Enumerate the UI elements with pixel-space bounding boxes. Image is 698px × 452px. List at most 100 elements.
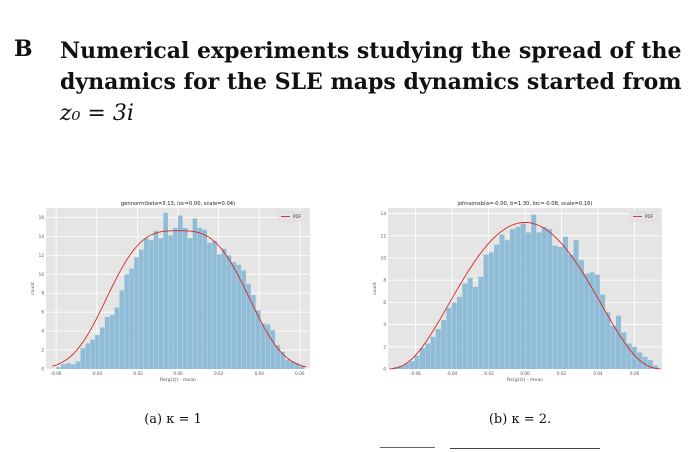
legend-box (629, 211, 660, 222)
x-tick-label: -0.04 (91, 371, 102, 376)
y-tick-label: 12 (381, 233, 387, 238)
histogram-bar (589, 272, 595, 369)
histogram-bar (275, 345, 281, 369)
histogram-bar (430, 336, 436, 369)
histogram-bar (510, 229, 516, 369)
y-tick-label: 4 (383, 322, 386, 327)
histogram-bar (584, 273, 590, 369)
histogram-bar (610, 325, 616, 369)
histogram-bar (246, 283, 251, 369)
section-number: B (14, 36, 33, 62)
histogram-bar (153, 230, 159, 369)
histogram-bar (494, 244, 500, 369)
histogram-bar (212, 241, 217, 369)
histogram-chart-b: johnsonsb(a=-0.00, b=1.30, loc=-0.08, sc… (372, 201, 662, 383)
histogram-bar (178, 215, 183, 369)
histogram-bar (419, 347, 425, 369)
histogram-bar (472, 286, 478, 369)
histogram-bar (100, 327, 105, 369)
histogram-bar (647, 360, 653, 369)
histogram-bar (515, 226, 521, 369)
x-axis-label: Re(g(z)) - mean (507, 377, 543, 383)
y-tick-label: 8 (41, 291, 44, 296)
y-tick-label: 12 (39, 253, 45, 258)
histogram-bar (615, 315, 621, 369)
figure-b-caption: (b) κ = 2. (488, 412, 552, 427)
histogram-bar (462, 283, 468, 369)
histogram-bar (446, 307, 452, 369)
section-title-text: Numerical experiments studying the sprea… (60, 38, 682, 95)
histogram-bar (119, 290, 125, 369)
histogram-bar (653, 365, 659, 369)
histogram-bar (90, 339, 95, 369)
y-tick-label: 2 (383, 344, 386, 349)
histogram-bar (285, 359, 290, 369)
histogram-bar (425, 343, 431, 369)
histogram-bar (642, 356, 648, 369)
legend-label: PDF (293, 214, 302, 219)
histogram-bar (520, 223, 526, 369)
x-tick-label: -0.02 (132, 371, 143, 376)
histogram-bar (270, 330, 276, 369)
histogram-bar (148, 240, 154, 369)
histogram-bar (552, 245, 558, 369)
histogram-bar (124, 274, 129, 369)
histogram-bar (435, 329, 441, 369)
y-axis-label: count (30, 282, 36, 295)
figure-a-caption: (a) κ = 1 (144, 412, 202, 427)
histogram-bar (488, 252, 494, 369)
histogram-bar (95, 334, 100, 369)
histogram-bar (541, 226, 547, 369)
y-tick-label: 6 (41, 310, 44, 315)
histogram-bar (441, 320, 447, 369)
histogram-bar (236, 264, 242, 369)
y-tick-label: 0 (41, 367, 44, 372)
y-tick-label: 10 (381, 255, 387, 260)
x-tick-label: -0.02 (483, 371, 494, 376)
histogram-bar (605, 312, 611, 369)
histogram-bar (404, 363, 410, 369)
x-tick-label: 0.04 (593, 371, 603, 376)
histogram-bar (65, 363, 71, 369)
x-axis-label: Re(g(z)) - mean (160, 377, 196, 383)
x-tick-label: 0.06 (295, 371, 305, 376)
histogram-bar (294, 363, 300, 369)
truncated-formula-line (380, 446, 620, 452)
x-tick-label: -0.06 (410, 371, 421, 376)
histogram-bar (562, 236, 568, 369)
histogram-bar (231, 261, 237, 369)
histogram-bar (114, 307, 120, 369)
histogram-bar (626, 343, 632, 369)
truncated-text-line (0, 0, 698, 10)
histogram-bar (299, 366, 305, 369)
histogram-bar (547, 229, 553, 369)
histogram-bar (409, 361, 415, 369)
y-tick-label: 2 (41, 348, 44, 353)
histogram-bar (457, 296, 463, 369)
histogram-bar (197, 227, 203, 369)
histogram-bar (478, 276, 484, 369)
histogram-bar (260, 323, 266, 369)
histogram-bar (192, 218, 198, 369)
legend-box (277, 211, 308, 222)
histogram-bar (207, 243, 212, 369)
pdf-curve (389, 221, 661, 370)
histogram-bar (70, 364, 76, 369)
histogram-bar (557, 246, 563, 369)
histogram-bar (600, 294, 606, 369)
histogram-bar (226, 255, 232, 369)
histogram-bar (61, 364, 66, 369)
histogram-chart-a: gennorm(beta=3.13, loc=0.00, scale=0.04)… (30, 201, 310, 383)
histogram-bar (168, 235, 173, 369)
y-axis-label: count (372, 282, 378, 295)
y-tick-label: 8 (383, 278, 386, 283)
x-tick-label: -0.06 (51, 371, 62, 376)
x-tick-label: 0.04 (255, 371, 265, 376)
y-tick-label: 6 (383, 300, 386, 305)
x-tick-label: 0.00 (520, 371, 530, 376)
histogram-bar (143, 238, 149, 369)
histogram-bar (109, 315, 115, 369)
histogram-bar (467, 277, 473, 369)
histogram-bar (139, 249, 144, 369)
histogram-bar (573, 240, 579, 369)
